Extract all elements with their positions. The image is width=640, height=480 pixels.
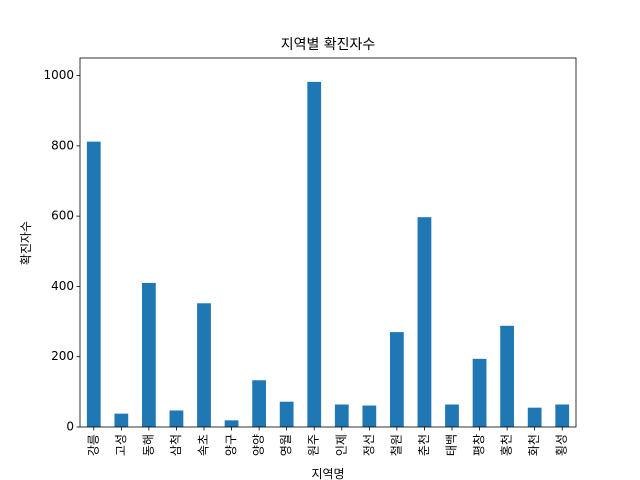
bar-6 [252,380,266,427]
y-tick-label: 800 [51,138,74,152]
x-axis-label: 지역명 [311,467,344,480]
bars-group [86,81,570,427]
plot-frame [79,57,577,428]
x-tick-label: 춘천 [416,434,431,456]
x-tick-label: 인제 [334,434,348,456]
bar-9 [334,404,349,427]
bar-2 [142,282,156,427]
x-tick-label: 원주 [307,434,321,456]
x-tick-label: 속초 [197,434,211,456]
bar-7 [279,401,294,427]
x-tick-label: 고성 [114,434,128,456]
y-tick-label: 0 [66,420,74,434]
bar-4 [197,303,211,427]
x-tick-label: 횡성 [555,434,569,456]
y-tick-label: 200 [51,349,74,363]
bar-10 [362,405,377,427]
x-tick-label: 동해 [141,434,155,456]
y-tick-label: 1000 [43,68,74,82]
bar-13 [445,404,459,427]
x-tick-label: 화천 [526,434,541,456]
bar-11 [390,332,404,427]
chart-title: 지역별 확진자수 [281,37,376,53]
bar-12 [417,217,432,427]
y-axis-label: 확진자수 [19,221,33,265]
x-tick-label: 평창 [472,434,486,456]
bar-3 [169,410,184,427]
bar-1 [114,413,129,427]
bar-14 [472,358,487,427]
x-tick-label: 영월 [279,434,293,456]
bar-8 [307,81,322,427]
x-tick-label: 양구 [224,434,238,456]
bar-5 [224,420,239,427]
x-tick-label: 홍천 [499,434,514,456]
x-tick-label: 양양 [252,434,266,456]
y-axis: 0 200 400 600 800 1000 [43,68,80,434]
bar-15 [500,325,514,427]
y-tick-label: 400 [51,279,74,293]
x-tick-label: 강릉 [86,434,100,456]
bar-0 [86,141,101,427]
y-tick-label: 600 [51,209,74,223]
x-axis: 강릉 고성 동해 삼척 속초 양구 양양 영월 원주 인제 정선 철원 춘천 태백 평창 홍천 화천 횡성 [86,427,569,456]
bar-17 [555,404,570,427]
x-tick-label: 태백 [445,434,459,456]
x-tick-label: 삼척 [169,434,183,456]
x-tick-label: 철원 [389,434,403,456]
bar-16 [527,407,542,427]
x-tick-label: 정선 [362,434,376,456]
